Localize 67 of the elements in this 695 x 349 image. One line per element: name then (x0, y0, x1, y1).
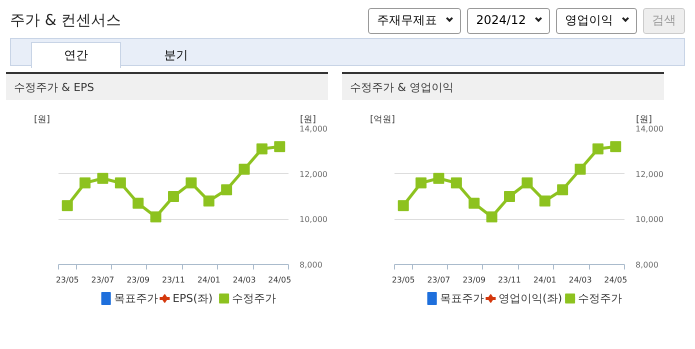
legend-label: 목표주가 (114, 292, 158, 305)
point (132, 198, 144, 209)
legend-label: 영업이익(좌) (498, 292, 562, 305)
legend-label: EPS(좌) (172, 292, 213, 305)
x-tick-label: 23/07 (91, 276, 114, 284)
y-axis-title: [원] (34, 114, 50, 127)
y2-tick-label: 14,000 (636, 124, 664, 134)
x-tick-label: 23/11 (498, 276, 522, 284)
point (203, 196, 214, 207)
text: 주가 & 컨센서스 (10, 10, 122, 32)
point (557, 184, 568, 196)
point (504, 191, 515, 202)
legend-label: 수정주가 (232, 292, 276, 305)
y2-tick-label: 12,000 (636, 170, 664, 179)
y-axis-title: [억원] (370, 114, 396, 127)
legend-label: 목표주가 (440, 292, 484, 305)
x-tick-label: 23/05 (392, 276, 415, 284)
y2-axis-title: [원] (636, 114, 652, 126)
chart-title: 수정주가 & 영업이익 (342, 72, 664, 100)
text: 연간 (31, 42, 121, 68)
point (186, 177, 197, 188)
chart-title: 수정주가 & EPS (6, 72, 328, 100)
y2-tick-label: 8,000 (300, 260, 322, 270)
y2-tick-label: 12,000 (300, 170, 328, 179)
x-tick-label: 23/11 (162, 276, 186, 284)
x-tick-label: 24/03 (232, 276, 256, 284)
x-tick-label: 24/05 (268, 276, 292, 284)
legend-label: 수정주가 (578, 292, 622, 305)
x-tick-label: 23/05 (56, 276, 79, 284)
point (574, 164, 586, 175)
x-tick-label: 24/01 (197, 276, 220, 284)
x-tick-label: 23/07 (427, 276, 450, 284)
point (592, 143, 604, 154)
x-tick-label: 24/01 (533, 276, 556, 284)
point (450, 177, 462, 188)
point (539, 196, 550, 207)
text: 검색 (643, 8, 685, 34)
text: 2024/12 (467, 8, 550, 34)
point (80, 177, 91, 188)
y2-tick-label: 14,000 (300, 124, 328, 134)
x-tick-label: 23/09 (462, 276, 486, 284)
text: 주재무제표 (368, 8, 462, 34)
point (150, 211, 162, 222)
point (256, 143, 268, 154)
text: 분기 (163, 47, 189, 64)
x-tick-label: 24/03 (568, 276, 592, 284)
point (274, 141, 286, 152)
y2-tick-label: 10,000 (300, 215, 328, 224)
y2-tick-label: 8,000 (636, 260, 658, 270)
point (221, 184, 232, 196)
point (468, 198, 480, 209)
point (97, 172, 108, 184)
point (398, 200, 409, 212)
point (522, 177, 533, 188)
x-tick-label: 23/09 (126, 276, 150, 284)
point (486, 211, 498, 222)
point (433, 172, 444, 184)
y2-tick-label: 10,000 (636, 215, 664, 224)
text: 영업이익 (556, 8, 637, 34)
point (416, 177, 427, 188)
x-tick-label: 24/05 (604, 276, 628, 284)
y2-axis-title: [원] (300, 114, 316, 126)
point (62, 200, 73, 212)
point (114, 177, 126, 188)
point (610, 141, 622, 152)
point (238, 164, 250, 175)
point (168, 191, 179, 202)
